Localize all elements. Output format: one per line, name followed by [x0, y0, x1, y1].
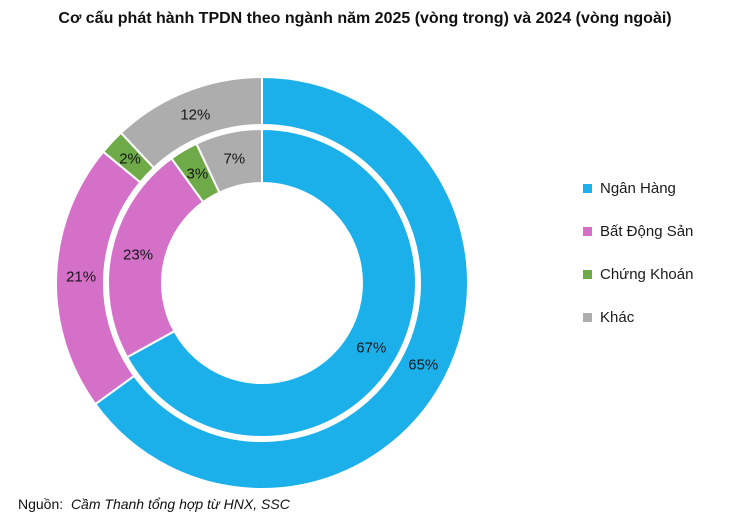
inner-ring-slice-0	[125, 127, 417, 438]
legend-label: Bất Động Sản	[600, 223, 694, 240]
inner-ring-value-label-2: 3%	[186, 165, 209, 183]
outer-ring-value-label-0: 65%	[408, 356, 439, 374]
inner-ring-value-label-1: 23%	[123, 246, 154, 264]
inner-ring-slice-3	[195, 127, 263, 194]
outer-ring-value-label-1: 21%	[66, 268, 97, 286]
source-text: Cầm Thanh tổng hợp từ HNX, SSC	[70, 496, 290, 512]
inner-ring-value-label-3: 7%	[223, 150, 246, 168]
chart-title: Cơ cấu phát hành TPDN theo ngành năm 202…	[58, 10, 672, 27]
legend-item-1: Bất Động Sản	[583, 223, 693, 240]
legend-swatch-icon	[583, 270, 592, 279]
legend-label: Ngân Hàng	[600, 180, 676, 197]
outer-ring-value-label-3: 12%	[180, 106, 211, 124]
inner-ring-value-label-0: 67%	[356, 339, 387, 357]
source-prefix: Nguồn:	[18, 496, 64, 512]
outer-ring-value-label-2: 2%	[119, 150, 141, 168]
outer-ring-slice-0	[93, 75, 469, 490]
legend-item-0: Ngân Hàng	[583, 180, 693, 197]
legend-item-3: Khác	[583, 309, 693, 326]
legend: Ngân Hàng Bất Động Sản Chứng Khoán Khác	[583, 180, 693, 326]
legend-swatch-icon	[583, 227, 592, 236]
source-note: Nguồn: Cầm Thanh tổng hợp từ HNX, SSC	[18, 496, 290, 512]
legend-item-2: Chứng Khoán	[583, 266, 693, 283]
legend-label: Khác	[600, 309, 635, 326]
legend-swatch-icon	[583, 313, 592, 322]
legend-label: Chứng Khoán	[600, 266, 694, 283]
legend-swatch-icon	[583, 184, 592, 193]
outer-ring-slice-3	[119, 75, 263, 170]
